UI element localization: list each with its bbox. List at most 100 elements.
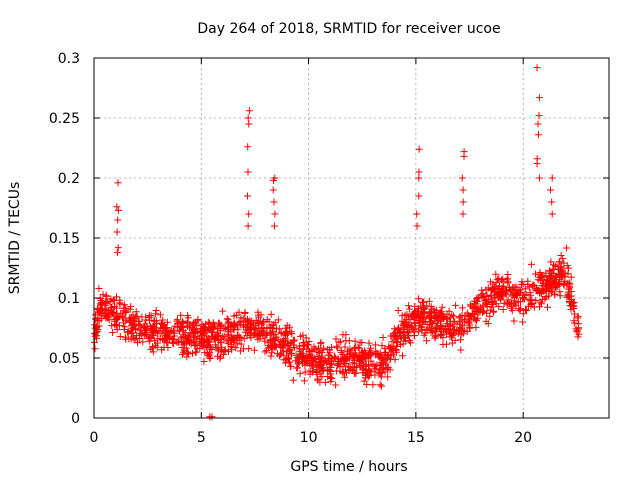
data-point [415, 168, 423, 176]
data-point [141, 327, 149, 334]
data-point [314, 362, 322, 370]
data-point [340, 369, 348, 377]
data-point [536, 269, 544, 276]
data-point [445, 307, 453, 315]
data-point [301, 342, 309, 350]
data-point [458, 312, 466, 319]
data-point [163, 318, 171, 326]
data-point [299, 339, 307, 347]
data-point [466, 324, 474, 332]
data-point [197, 325, 205, 333]
data-point [91, 321, 99, 329]
data-point [319, 364, 327, 372]
data-point [196, 344, 204, 352]
data-point [352, 369, 360, 377]
data-point [411, 308, 419, 316]
data-point [333, 342, 341, 350]
data-point [296, 345, 304, 353]
data-point [388, 338, 396, 346]
data-point [451, 318, 459, 326]
data-point [317, 354, 325, 362]
data-point [415, 192, 423, 200]
data-point [395, 324, 403, 332]
data-point [563, 280, 571, 287]
data-point [270, 198, 278, 206]
data-point [311, 356, 319, 364]
data-point [294, 364, 301, 372]
data-point [394, 307, 402, 314]
data-point [121, 323, 129, 331]
data-point [267, 310, 275, 318]
data-point [277, 343, 285, 351]
data-point [337, 346, 345, 354]
data-point [573, 327, 581, 335]
data-point [109, 329, 117, 336]
data-point [244, 222, 252, 230]
data-point [149, 323, 157, 330]
data-point [371, 362, 379, 370]
data-point [243, 323, 251, 331]
data-point [237, 334, 245, 342]
data-point [557, 266, 565, 274]
data-point [286, 358, 294, 366]
data-point [357, 349, 365, 357]
data-point [335, 338, 343, 346]
data-point [410, 332, 418, 340]
data-point [469, 310, 477, 318]
data-point [149, 332, 157, 340]
data-point [281, 335, 289, 343]
data-point [408, 324, 416, 332]
data-point [390, 325, 398, 333]
data-point [555, 258, 563, 266]
data-point [515, 287, 523, 295]
data-point [461, 318, 469, 326]
x-tick-label: 0 [90, 430, 99, 446]
data-point [269, 335, 277, 343]
data-point [139, 338, 147, 346]
data-point [160, 336, 168, 343]
data-point [305, 338, 313, 345]
data-point [164, 344, 172, 351]
data-point [560, 281, 568, 289]
data-point [268, 349, 276, 357]
data-point [232, 344, 240, 352]
y-axis-label: SRMTID / TECUs [7, 182, 23, 295]
data-point [541, 295, 549, 303]
x-tick-label: 15 [407, 430, 425, 446]
data-point [404, 329, 411, 337]
data-point [163, 330, 171, 338]
data-point [303, 356, 311, 364]
data-point [479, 308, 486, 316]
data-point [503, 301, 511, 309]
data-point [419, 318, 427, 326]
data-point [386, 355, 394, 363]
data-point [244, 114, 252, 122]
data-point [288, 330, 296, 338]
data-point [352, 343, 360, 351]
data-point [298, 355, 305, 363]
data-point [175, 327, 183, 335]
data-point [487, 292, 495, 300]
data-point [567, 273, 575, 281]
data-point [492, 279, 500, 287]
data-point [459, 210, 467, 218]
data-point [263, 347, 271, 354]
data-point [300, 377, 308, 385]
x-axis-label: GPS time / hours [290, 459, 407, 475]
data-point [460, 152, 468, 160]
data-point [472, 323, 480, 331]
data-point [365, 372, 373, 380]
data-point [306, 370, 314, 378]
data-point [547, 258, 555, 266]
data-point [433, 319, 441, 327]
data-point [249, 331, 257, 339]
data-point [244, 168, 252, 176]
data-point [275, 325, 283, 333]
data-point [252, 324, 260, 332]
data-point [528, 282, 536, 290]
data-point [194, 317, 202, 325]
data-point [237, 317, 245, 325]
data-point [254, 335, 262, 343]
data-point [244, 143, 252, 151]
data-point [504, 298, 512, 306]
